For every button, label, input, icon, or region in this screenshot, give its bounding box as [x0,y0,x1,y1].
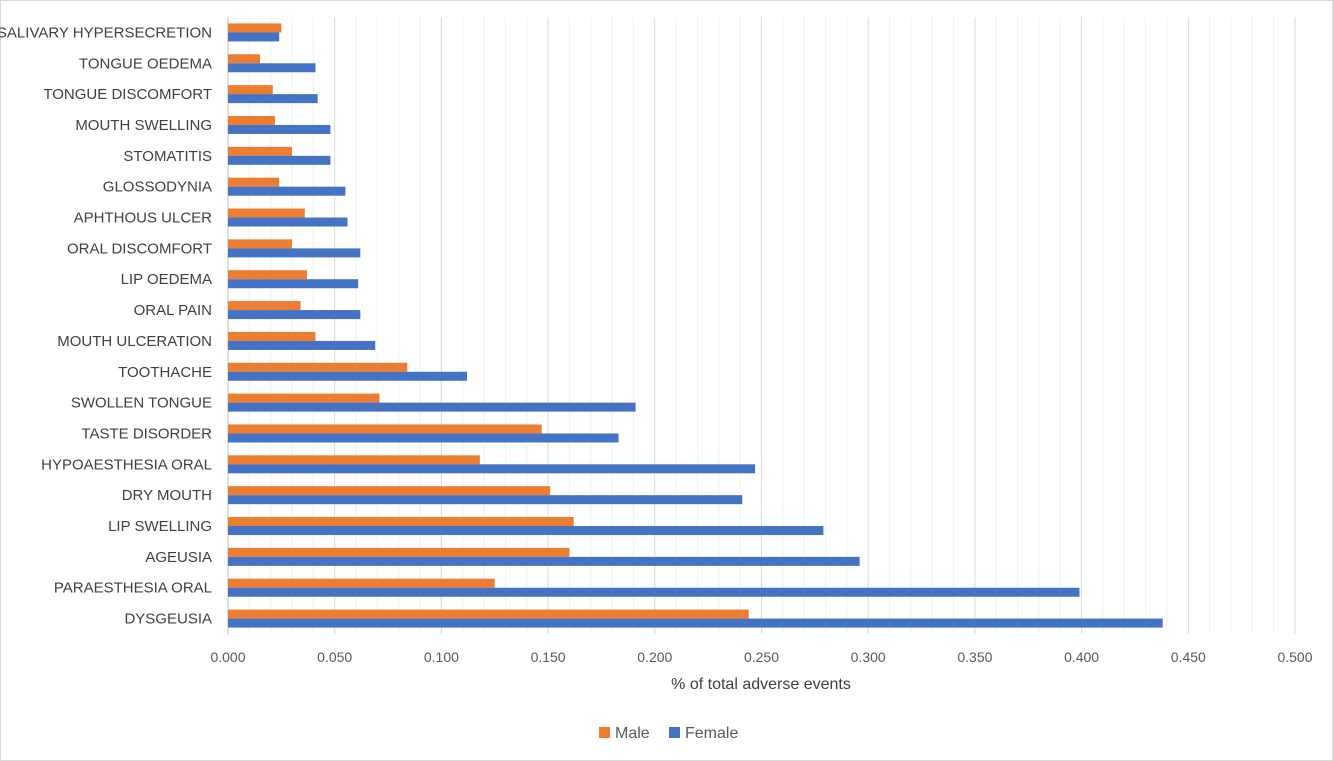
x-tick-label: 0.050 [317,649,352,665]
bar-male [228,331,316,341]
x-tick-label: 0.250 [744,649,779,665]
bars [228,23,1163,628]
category-label: MOUTH ULCERATION [57,333,212,350]
category-label: ORAL PAIN [134,302,212,319]
bar-male [228,54,261,64]
category-label: TONGUE OEDEMA [79,55,212,72]
bar-female [228,94,318,104]
x-tick-label: 0.350 [957,649,992,665]
bar-male [228,239,293,249]
bar-female [228,587,1080,597]
bar-male [228,301,301,311]
bar-male [228,115,275,125]
x-tick-label: 0.450 [1171,649,1206,665]
bar-female [228,217,348,227]
x-tick-label: 0.300 [851,649,886,665]
bar-female [228,155,331,165]
bar-male [228,85,273,95]
category-label: STOMATITIS [123,148,212,165]
bar-male [228,177,280,187]
legend-label-female: Female [685,725,738,742]
category-label: PARAESTHESIA ORAL [54,580,212,597]
bar-female [228,371,468,381]
bar-female [228,124,331,134]
category-label: LIP SWELLING [108,518,212,535]
bar-female [228,618,1163,628]
category-label: SWOLLEN TONGUE [71,395,212,412]
category-label: ORAL DISCOMFORT [67,240,212,257]
legend-swatch-female [669,727,680,738]
bar-male [228,455,480,465]
bar-female [228,248,361,258]
x-tick-labels: 0.000 0.050 0.100 0.150 0.200 0.250 0.300 0.350… [210,649,1312,665]
bar-female [228,526,824,536]
bar-male [228,393,380,403]
bar-female [228,32,280,42]
gridlines [227,17,1296,634]
legend-swatch-male [599,727,610,738]
category-label: HYPOAESTHESIA ORAL [41,456,212,473]
category-label: DRY MOUTH [122,487,212,504]
bar-male [228,424,542,434]
bar-female [228,279,359,289]
legend-label-male: Male [615,725,650,742]
bar-female [228,495,743,505]
bar-male [228,362,408,372]
category-label: APHTHOUS ULCER [74,210,213,227]
bar-male [228,609,749,619]
x-tick-label: 0.000 [210,649,245,665]
bar-male [228,270,307,280]
bar-female [228,433,619,443]
x-tick-label: 0.200 [637,649,672,665]
category-label: TASTE DISORDER [81,425,212,442]
bar-male [228,578,495,588]
x-tick-label: 0.500 [1277,649,1312,665]
bar-male [228,23,282,33]
bar-female [228,402,636,412]
x-tick-label: 0.400 [1064,649,1099,665]
bar-female [228,556,860,566]
category-label: MOUTH SWELLING [75,117,212,134]
x-axis-title: % of total adverse events [671,676,851,693]
category-label: TOOTHACHE [118,364,212,381]
category-label: DYSGEUSIA [124,611,212,628]
bar-male [228,517,574,527]
bar-female [228,340,376,350]
category-label: SALIVARY HYPERSECRETION [0,24,212,41]
legend: Male Female [599,725,738,742]
category-label: TONGUE DISCOMFORT [43,86,212,103]
bar-male [228,486,551,496]
category-label: LIP OEDEMA [121,271,212,288]
category-label: GLOSSODYNIA [103,179,212,196]
bar-female [228,186,346,196]
bar-male [228,146,293,156]
x-tick-label: 0.150 [531,649,566,665]
category-labels: SALIVARY HYPERSECRETION TONGUE OEDEMA TONG… [0,24,212,627]
x-tick-label: 0.100 [424,649,459,665]
bar-female [228,464,756,474]
category-label: AGEUSIA [145,549,212,566]
bar-female [228,310,361,320]
bar-female [228,63,316,73]
bar-male [228,208,305,218]
bar-male [228,547,570,557]
